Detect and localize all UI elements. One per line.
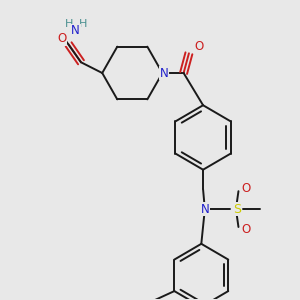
Text: N: N: [200, 202, 209, 216]
Text: O: O: [194, 40, 203, 53]
Text: N: N: [160, 67, 169, 80]
Text: O: O: [242, 182, 251, 195]
Text: H: H: [64, 19, 73, 28]
Text: H: H: [79, 19, 87, 28]
Text: O: O: [242, 224, 251, 236]
Text: S: S: [233, 202, 241, 216]
Text: N: N: [71, 24, 80, 37]
Text: O: O: [58, 32, 67, 46]
